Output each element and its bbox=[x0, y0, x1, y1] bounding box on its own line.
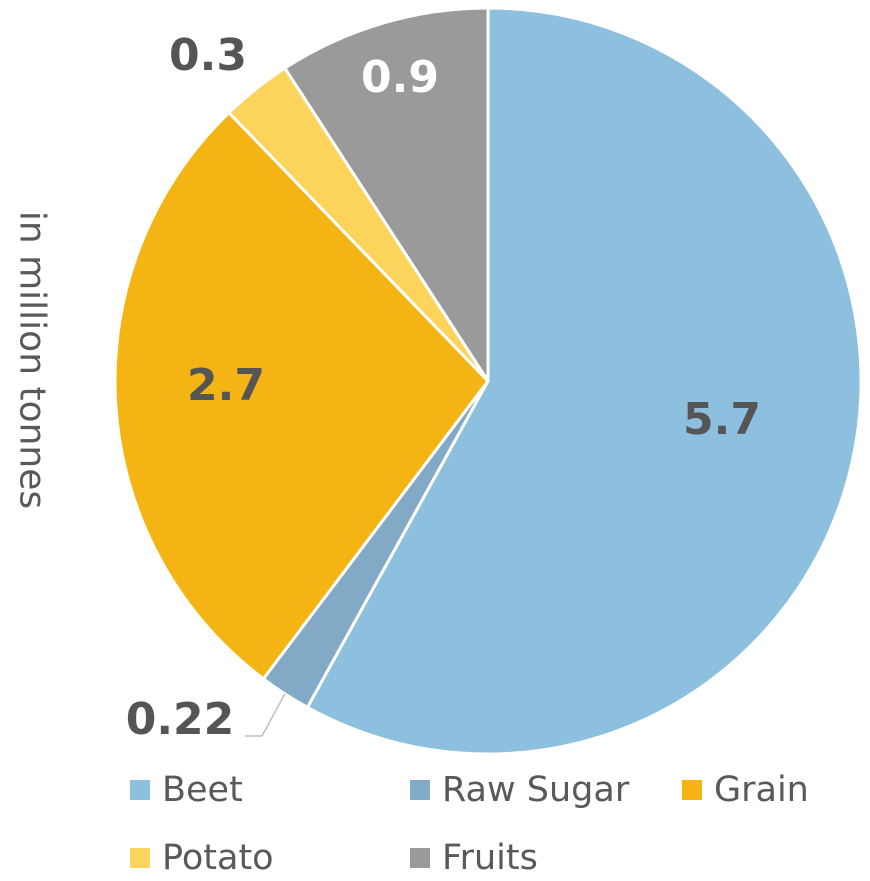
legend-swatch-potato bbox=[130, 848, 150, 868]
leader-line-raw-sugar bbox=[245, 693, 286, 737]
legend-item-fruits: Fruits bbox=[410, 838, 538, 878]
data-label-fruits: 0.9 bbox=[361, 52, 439, 103]
legend-label-grain: Grain bbox=[714, 770, 809, 810]
pie-slice-fruits bbox=[283, 6, 490, 383]
data-label-beet: 5.7 bbox=[683, 394, 761, 445]
legend-item-grain: Grain bbox=[682, 770, 809, 810]
legend-item-potato: Potato bbox=[130, 838, 274, 878]
legend-swatch-grain bbox=[682, 780, 702, 800]
legend-swatch-beet bbox=[130, 780, 150, 800]
data-label-potato: 0.3 bbox=[169, 30, 247, 81]
y-axis-label: in million tonnes bbox=[11, 210, 53, 510]
legend-item-raw-sugar: Raw Sugar bbox=[410, 770, 629, 810]
pie-slice-grain bbox=[113, 111, 490, 681]
data-label-grain: 2.7 bbox=[187, 360, 265, 411]
legend-item-beet: Beet bbox=[130, 770, 243, 810]
legend-label-fruits: Fruits bbox=[442, 838, 538, 878]
legend-swatch-fruits bbox=[410, 848, 430, 868]
legend-label-beet: Beet bbox=[162, 770, 243, 810]
pie-slices bbox=[113, 6, 863, 756]
data-label-raw-sugar: 0.22 bbox=[126, 694, 235, 745]
legend-swatch-raw-sugar bbox=[410, 780, 430, 800]
legend-label-raw-sugar: Raw Sugar bbox=[442, 770, 630, 810]
pie-slice-beet bbox=[305, 6, 863, 756]
data-labels: 5.7 0.22 2.7 0.3 0.9 bbox=[126, 30, 761, 745]
legend-label-potato: Potato bbox=[162, 838, 274, 878]
